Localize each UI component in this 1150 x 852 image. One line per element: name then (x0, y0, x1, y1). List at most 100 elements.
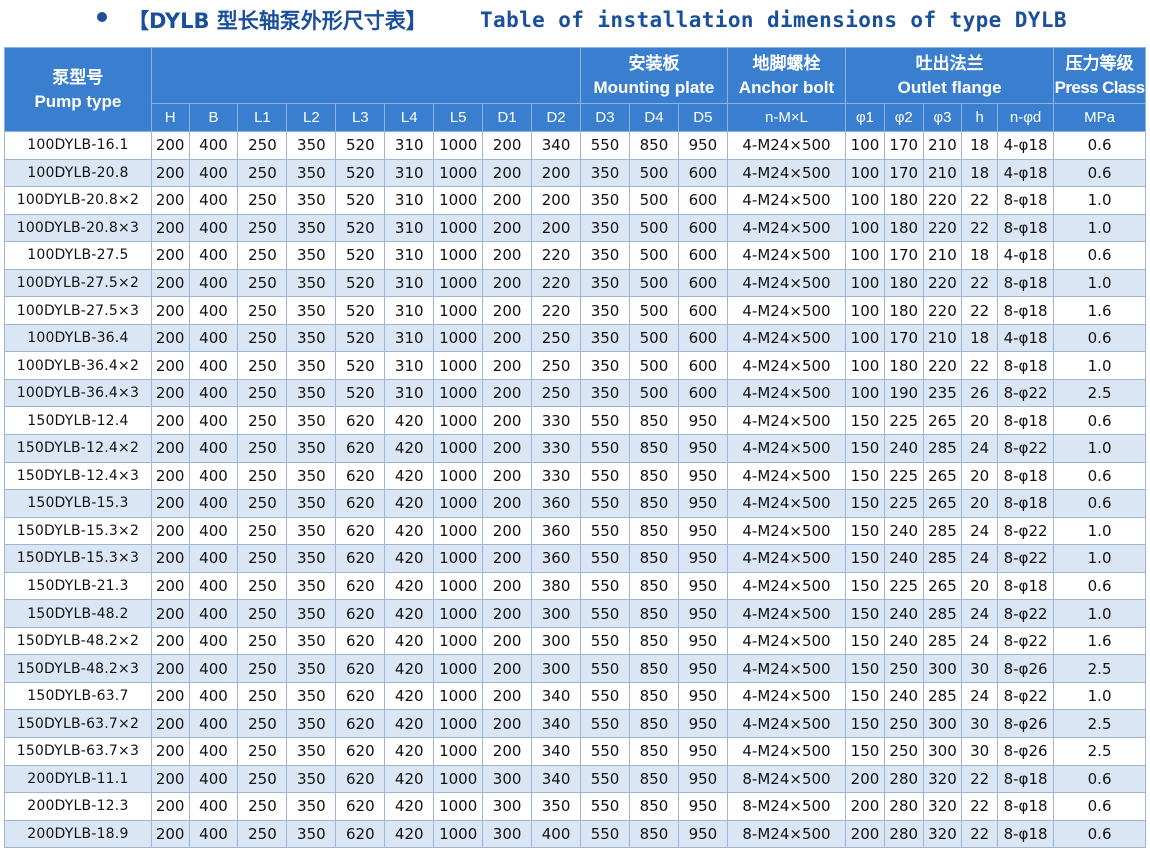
table-cell: 190 (883, 378, 924, 408)
table-row: 200DYLB-18.9 200 400 250 350 620 420 1000 300 400… (4, 819, 1146, 849)
table-cell: 350 (286, 489, 337, 518)
table-cell: 150 (845, 489, 885, 518)
table-cell: 350 (286, 378, 337, 408)
header-outlet-cn: 吐出法兰 (915, 53, 984, 73)
table-cell: 1000 (433, 241, 484, 270)
pump-model-cell: 200DYLB-18.9 (4, 819, 152, 849)
table-cell: 1000 (433, 186, 484, 215)
table-cell: 200 (150, 764, 190, 794)
header-press-cn: 压力等级 (1065, 53, 1134, 73)
header-outlet-en: Outlet flange (897, 77, 1002, 97)
table-cell: 250 (237, 654, 288, 683)
table-cell: 600 (677, 296, 728, 325)
pump-model-cell: 150DYLB-15.3×3 (4, 544, 152, 573)
table-cell: 180 (883, 213, 924, 243)
table-cell: 150 (845, 626, 885, 656)
table-cell: 8-φ26 (996, 709, 1055, 739)
column-header: D5 (677, 103, 728, 132)
table-cell: 520 (335, 241, 386, 270)
table-cell: 620 (335, 516, 386, 546)
table-cell: 400 (188, 158, 239, 188)
table-cell: 620 (335, 571, 386, 601)
table-cell: 200 (150, 461, 190, 491)
table-cell: 220 (922, 351, 963, 380)
pump-model-cell: 150DYLB-15.3×2 (4, 516, 152, 546)
table-cell: 250 (237, 158, 288, 188)
table-cell: 400 (188, 406, 239, 436)
table-cell: 500 (628, 158, 679, 188)
table-cell: 225 (883, 489, 924, 518)
table-cell: 950 (677, 792, 728, 821)
table-cell: 950 (677, 131, 728, 160)
table-cell: 400 (188, 351, 239, 380)
table-cell: 420 (384, 626, 435, 656)
table-cell: 240 (883, 434, 924, 463)
table-row: 100DYLB-20.8×3 200 400 250 350 520 310 1000 200 2… (4, 213, 1146, 243)
table-cell: 420 (384, 434, 435, 463)
table-cell: 4-φ18 (996, 131, 1055, 160)
table-body: 100DYLB-16.1 200 400 250 350 520 310 1000 200 340… (4, 131, 1146, 849)
pump-model-cell: 150DYLB-48.2×3 (4, 654, 152, 683)
table-cell: 100 (845, 323, 885, 353)
table-cell: 200 (482, 323, 533, 353)
table-cell: 400 (188, 241, 239, 270)
table-row: 100DYLB-27.5×3 200 400 250 350 520 310 1000 200 2… (4, 296, 1146, 325)
table-cell: 350 (580, 213, 630, 243)
pump-model-cell: 150DYLB-12.4×3 (4, 461, 152, 491)
table-cell: 320 (922, 764, 963, 794)
table-cell: 1.0 (1053, 681, 1146, 711)
table-cell: 200 (150, 296, 190, 325)
table-cell: 850 (628, 819, 679, 849)
table-cell: 600 (677, 158, 728, 188)
table-cell: 200 (482, 268, 533, 298)
table-cell: 420 (384, 792, 435, 821)
table-cell: 400 (188, 737, 239, 766)
table-cell: 310 (384, 323, 435, 353)
table-cell: 600 (677, 351, 728, 380)
table-cell: 200 (150, 792, 190, 821)
table-cell: 200 (482, 544, 533, 573)
table-cell: 420 (384, 461, 435, 491)
table-cell: 20 (961, 571, 998, 601)
table-cell: 200 (150, 323, 190, 353)
table-cell: 400 (188, 764, 239, 794)
table-cell: 24 (961, 681, 998, 711)
table-cell: 1000 (433, 571, 484, 601)
table-cell: 250 (237, 544, 288, 573)
table-cell: 200 (482, 489, 533, 518)
table-row: 150DYLB-63.7×2 200 400 250 350 620 420 1000 200 3… (4, 709, 1146, 739)
table-cell: 210 (922, 131, 963, 160)
table-cell: 280 (883, 764, 924, 794)
table-cell: 850 (628, 571, 679, 601)
table-cell: 20 (961, 461, 998, 491)
table-cell: 330 (531, 406, 582, 436)
table-cell: 1.0 (1053, 213, 1146, 243)
column-header: L5 (433, 103, 484, 132)
pump-model-cell: 100DYLB-36.4×3 (4, 378, 152, 408)
table-cell: 200 (150, 158, 190, 188)
table-cell: 300 (922, 654, 963, 683)
table-cell: 220 (531, 296, 582, 325)
table-cell: 420 (384, 571, 435, 601)
table-row: 100DYLB-16.1 200 400 250 350 520 310 1000 200 340… (4, 131, 1146, 160)
table-cell: 400 (188, 544, 239, 573)
table-cell: 4-M24×500 (726, 681, 847, 711)
table-cell: 150 (845, 737, 885, 766)
pump-model-cell: 100DYLB-27.5 (4, 241, 152, 270)
table-cell: 200 (482, 737, 533, 766)
table-cell: 150 (845, 709, 885, 739)
table-cell: 225 (883, 461, 924, 491)
table-cell: 150 (845, 571, 885, 601)
table-cell: 200 (531, 158, 582, 188)
table-cell: 400 (531, 819, 582, 849)
table-cell: 0.6 (1053, 571, 1146, 601)
table-cell: 400 (188, 186, 239, 215)
table-cell: 250 (237, 406, 288, 436)
table-cell: 250 (237, 819, 288, 849)
table-cell: 1000 (433, 792, 484, 821)
table-cell: 180 (883, 351, 924, 380)
table-cell: 285 (922, 599, 963, 628)
table-cell: 0.6 (1053, 323, 1146, 353)
table-cell: 350 (286, 268, 337, 298)
column-header: h (961, 103, 998, 132)
